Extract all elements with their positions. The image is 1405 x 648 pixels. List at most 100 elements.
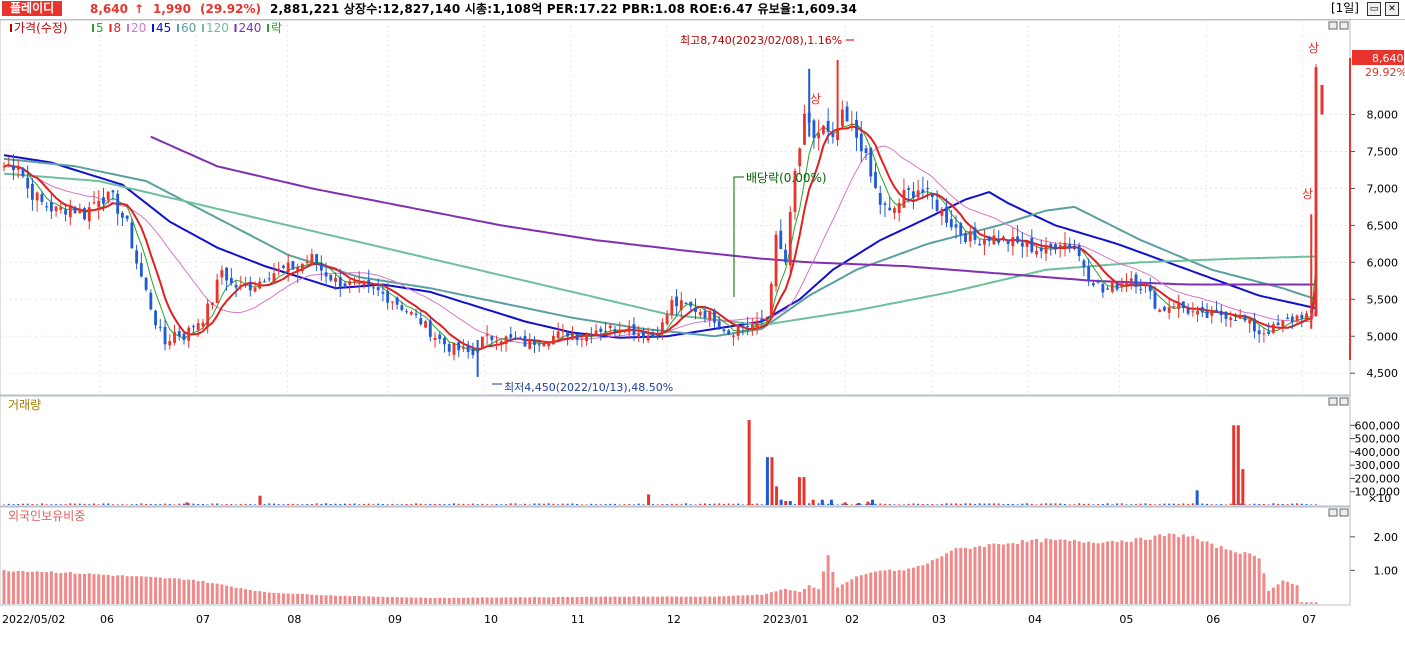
volume-close-icon[interactable] — [1339, 397, 1349, 406]
foreign-bar — [1177, 536, 1181, 604]
candle-body — [1054, 244, 1057, 250]
foreign-bar — [1229, 550, 1233, 604]
foreign-bar — [1205, 541, 1209, 604]
volume-bar — [1011, 503, 1014, 505]
foreign-bar — [698, 596, 702, 604]
candle-body — [1129, 278, 1133, 281]
volume-bar — [552, 503, 555, 505]
volume-axis: 600,000500,000400,000300,000200,000100,0… — [1350, 419, 1401, 499]
candle-body — [784, 249, 787, 263]
foreign-bar — [831, 571, 835, 604]
upper-limit-marker: 상 — [1308, 41, 1319, 55]
volume-bar — [320, 504, 323, 505]
foreign-bar — [173, 578, 177, 604]
candle-body — [1257, 330, 1261, 335]
foreign-title: 외국인보유비중 — [8, 509, 85, 523]
foreign-minimize-icon[interactable] — [1328, 508, 1338, 517]
volume-bar — [244, 503, 247, 505]
volume-minimize-icon[interactable] — [1328, 397, 1338, 406]
foreign-bar — [1110, 540, 1114, 604]
minimize-button[interactable]: ▭ — [1367, 2, 1381, 16]
foreign-bar — [1290, 584, 1294, 604]
volume-bar — [362, 503, 365, 505]
foreign-bar — [485, 597, 489, 604]
volume-spike — [829, 499, 833, 505]
candle-body — [1186, 309, 1190, 314]
volume-bar — [973, 504, 976, 505]
candle-body — [2, 166, 6, 168]
candle-body — [978, 243, 982, 246]
x-tick-label: 2022/05/02 — [2, 613, 65, 626]
foreign-bar — [826, 555, 830, 604]
foreign-bar — [1309, 602, 1313, 604]
foreign-tick-label: 1.00 — [1374, 564, 1399, 577]
volume-tick-label: 600,000 — [1355, 419, 1401, 432]
volume-bar — [121, 504, 124, 505]
volume-bar — [145, 503, 148, 505]
foreign-bar — [627, 596, 631, 604]
volume-bar — [21, 503, 24, 505]
period-selector[interactable]: [1일] — [1330, 1, 1359, 15]
foreign-bar — [329, 595, 333, 604]
candle-body — [869, 147, 873, 177]
foreign-bar — [106, 574, 110, 604]
candle-body — [296, 266, 300, 273]
volume-bar — [1063, 504, 1066, 505]
x-tick-label: 11 — [571, 613, 585, 626]
foreign-bar — [1286, 582, 1290, 604]
candle-body — [87, 207, 91, 222]
close-button[interactable]: ✕ — [1385, 2, 1399, 16]
candle-body — [258, 281, 262, 289]
candle-body — [902, 189, 906, 208]
candle-body — [589, 334, 593, 337]
volume-bar — [254, 504, 257, 505]
panel-minimize-icon[interactable] — [1328, 21, 1338, 30]
foreign-bar — [1082, 542, 1086, 604]
volume-tick-label: 300,000 — [1355, 459, 1401, 472]
volume-bar — [883, 503, 886, 505]
foreign-bar — [149, 576, 153, 604]
volume-bar — [64, 504, 67, 505]
foreign-bar — [1143, 539, 1147, 604]
candle-body — [158, 326, 162, 328]
candle-body — [855, 119, 858, 138]
foreign-close-icon[interactable] — [1339, 508, 1349, 517]
volume-bar — [1239, 503, 1242, 505]
foreign-bar — [845, 582, 849, 604]
foreign-bar — [580, 596, 584, 604]
stock-name[interactable]: 플레이디 — [2, 1, 63, 16]
candle-body — [973, 227, 977, 240]
foreign-bar — [1068, 541, 1072, 604]
volume-bar — [438, 504, 441, 505]
foreign-bar — [480, 597, 484, 604]
foreign-bar — [1115, 541, 1119, 604]
volume-bar — [1191, 503, 1194, 505]
candle-body — [182, 333, 186, 341]
foreign-bar — [466, 597, 470, 604]
foreign-bar — [684, 596, 688, 604]
volume-bar — [1082, 503, 1085, 505]
candle-body — [239, 284, 243, 287]
volume-bar — [945, 503, 948, 505]
volume-bar — [912, 503, 915, 505]
candle-body — [1290, 316, 1294, 322]
candle-body — [850, 123, 854, 125]
volume-bar — [1220, 503, 1223, 505]
volume-spike — [770, 457, 774, 505]
candle-body — [177, 331, 181, 337]
candle-body — [907, 188, 911, 190]
x-tick-label: 12 — [667, 613, 681, 626]
panel-close-icon[interactable] — [1339, 21, 1349, 30]
foreign-bar — [1200, 541, 1204, 604]
volume-bar — [481, 503, 484, 505]
volume-bar — [149, 504, 152, 505]
price-panel — [0, 19, 1351, 396]
volume-bar — [443, 504, 446, 505]
candle-body — [731, 335, 735, 337]
foreign-bar — [779, 589, 783, 604]
foreign-bar — [442, 597, 446, 604]
current-price-tag-label: 8,640 — [1372, 52, 1404, 65]
foreign-bar — [362, 596, 366, 604]
price-tick-label: 5,500 — [1367, 293, 1399, 306]
volume-bar — [1092, 504, 1095, 505]
